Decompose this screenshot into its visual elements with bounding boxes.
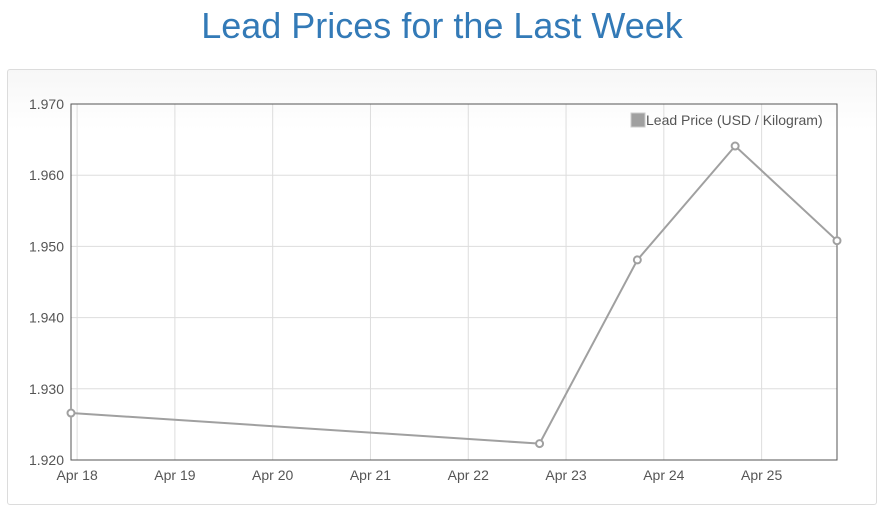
x-tick-label: Apr 23	[545, 467, 586, 483]
x-tick-label: Apr 20	[252, 467, 293, 483]
y-tick-label: 1.920	[29, 452, 64, 468]
x-tick-label: Apr 21	[350, 467, 391, 483]
chart-panel	[7, 69, 877, 505]
y-tick-label: 1.970	[29, 96, 64, 112]
y-tick-label: 1.960	[29, 167, 64, 183]
x-tick-label: Apr 19	[154, 467, 195, 483]
x-tick-label: Apr 22	[448, 467, 489, 483]
series-layer	[66, 141, 842, 449]
x-tick-label: Apr 18	[56, 467, 97, 483]
grid	[71, 103, 837, 461]
legend-swatch	[630, 112, 646, 128]
legend[interactable]: Lead Price (USD / Kilogram)	[630, 112, 823, 128]
legend-label: Lead Price (USD / Kilogram)	[646, 112, 823, 128]
x-axis-ticks: Apr 18 Apr 19 Apr 20 Apr 21 Apr 22 Apr 23 Apr …	[56, 467, 782, 483]
y-axis-ticks: 1.920 1.930 1.940 1.950 1.960 1.970	[29, 96, 64, 468]
data-point[interactable]	[632, 255, 642, 265]
y-tick-label: 1.930	[29, 381, 64, 397]
y-tick-label: 1.940	[29, 310, 64, 326]
series-line	[70, 144, 838, 445]
data-point[interactable]	[535, 439, 545, 449]
x-tick-label: Apr 25	[741, 467, 782, 483]
y-tick-label: 1.950	[29, 238, 64, 254]
chart-title: Lead Prices for the Last Week	[201, 5, 683, 46]
data-point[interactable]	[66, 408, 76, 418]
plot-area	[70, 103, 838, 461]
data-point[interactable]	[832, 236, 842, 246]
x-tick-label: Apr 24	[643, 467, 684, 483]
data-point[interactable]	[730, 141, 740, 151]
